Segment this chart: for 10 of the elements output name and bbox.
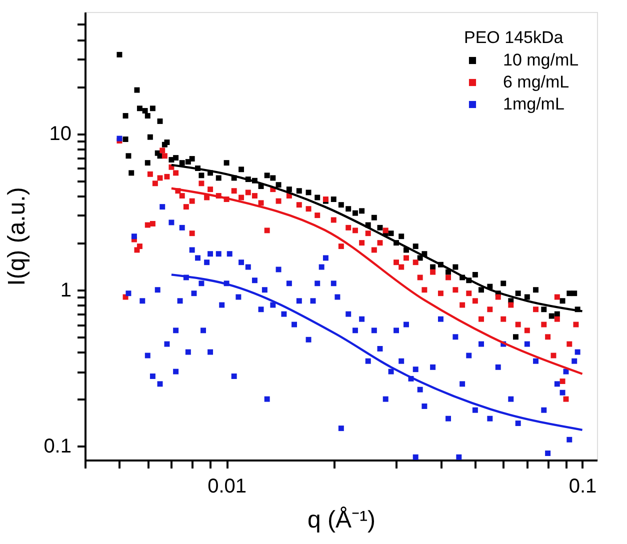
- x-tick-label: 0.01: [208, 476, 247, 498]
- y-tick-label: 1: [60, 279, 72, 302]
- x-axis-title: q (Å⁻¹): [308, 506, 376, 534]
- legend-label: 1mg/mL: [503, 94, 564, 114]
- legend-label: 6 mg/mL: [503, 72, 570, 92]
- y-axis-title: I(q) (a.u.): [4, 187, 31, 286]
- y-tick-label: 10: [49, 123, 72, 146]
- legend-title: PEO 145kDa: [464, 28, 564, 47]
- legend-label: 10 mg/mL: [503, 50, 579, 70]
- y-tick-label: 0.1: [44, 436, 72, 458]
